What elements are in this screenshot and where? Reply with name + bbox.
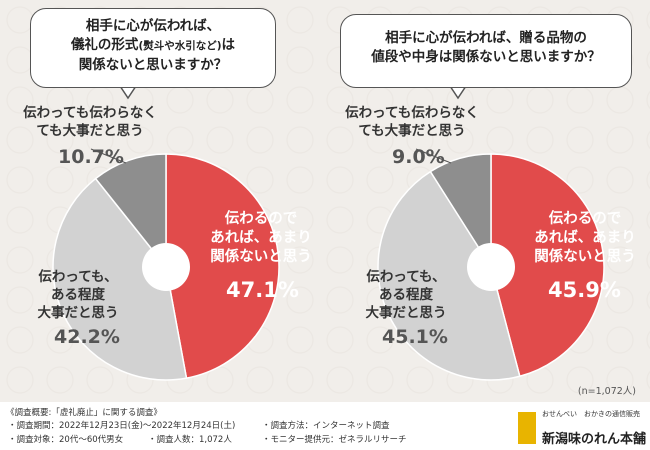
chart1-pct-dark: 10.7% bbox=[58, 146, 124, 168]
chart2-title-bubble: 相手に心が伝われば、贈る品物の 値段や中身は関係ないと思いますか？ bbox=[340, 14, 632, 88]
brand-tagline: おせんべい おかきの通信販売 bbox=[542, 410, 640, 418]
survey-count: ・調査人数：1,072人 bbox=[148, 435, 232, 445]
chart1-pct-light: 42.2% bbox=[54, 326, 120, 348]
chart2-slice-2 bbox=[377, 170, 521, 381]
brand-name: 新潟味のれん本舗 bbox=[542, 432, 647, 447]
chart1-title-line2c: は bbox=[221, 37, 236, 53]
chart1-red-line1: 伝わるので bbox=[224, 211, 298, 227]
chart2-pct-red: 45.9% bbox=[548, 278, 621, 302]
survey-footer: 《調査概要:「虚礼廃止」に関する調査》 ・調査期間：2022年12月23日(金)… bbox=[0, 402, 650, 450]
survey-target: ・調査対象：20代〜60代男女 bbox=[8, 435, 124, 445]
chart1-slice-2 bbox=[52, 177, 188, 381]
chart2-pct-dark: 9.0% bbox=[392, 146, 445, 168]
chart1-dark-line1: 伝わっても伝わらなく bbox=[23, 105, 157, 121]
chart1-title-bubble: 相手に心が伝われば、 儀礼の形式(熨斗や水引など)は 関係ないと思いますか？ bbox=[30, 8, 276, 88]
charts-svg bbox=[52, 83, 605, 381]
survey-provider: ・モニター提供元：ゼネラルリサーチ bbox=[262, 435, 407, 445]
chart1-leader-line bbox=[90, 148, 127, 164]
chart1-title-line2b: (熨斗や水引など) bbox=[138, 40, 222, 52]
chart1-pct-red: 47.1% bbox=[226, 278, 299, 302]
chart1-donut-hole bbox=[142, 243, 190, 291]
sample-size-note: (n=1,072人) bbox=[577, 386, 636, 397]
chart1-slice-1 bbox=[165, 153, 280, 380]
chart2-dark-line2: ても大事だと思う bbox=[358, 123, 466, 139]
chart1-title-line2a: 儀礼の形式 bbox=[70, 37, 139, 53]
chart1-light-line1: 伝わっても、 bbox=[38, 269, 118, 285]
survey-title: 《調査概要:「虚礼廃止」に関する調査》 bbox=[6, 408, 162, 418]
chart2-light-line2: ある程度 bbox=[379, 287, 433, 303]
chart2-label-light: 伝わっても、 ある程度 大事だと思う bbox=[356, 268, 456, 322]
chart2-light-line3: 大事だと思う bbox=[365, 305, 447, 321]
chart2-title-line2: 値段や中身は関係ないと思いますか？ bbox=[371, 49, 601, 65]
chart2-pct-light: 45.1% bbox=[382, 326, 448, 348]
survey-period: ・調査期間：2022年12月23日(金)〜2022年12月24日(土) bbox=[8, 421, 236, 431]
chart2-label-dark: 伝わっても伝わらなく ても大事だと思う bbox=[334, 104, 490, 140]
chart2-title-line1: 相手に心が伝われば、贈る品物の bbox=[385, 30, 587, 46]
chart2-red-line1: 伝わるので bbox=[548, 211, 622, 227]
chart2-red-line2: あれば、あまり bbox=[534, 230, 636, 246]
chart1-slice-3 bbox=[94, 153, 167, 270]
chart2-leader-line bbox=[415, 148, 452, 164]
chart2-light-line1: 伝わっても、 bbox=[366, 269, 446, 285]
logo-mark-icon bbox=[518, 412, 536, 444]
chart2-red-line3: 関係ないと思う bbox=[534, 249, 636, 265]
chart1-light-line3: 大事だと思う bbox=[37, 305, 119, 321]
chart1-label-light: 伝わっても、 ある程度 大事だと思う bbox=[28, 268, 128, 322]
chart2-label-red: 伝わるので あれば、あまり 関係ないと思う bbox=[520, 210, 650, 267]
chart1-title-line1: 相手に心が伝われば、 bbox=[85, 18, 221, 34]
chart2-dark-line1: 伝わっても伝わらなく bbox=[345, 105, 479, 121]
chart1-label-dark: 伝わっても伝わらなく ても大事だと思う bbox=[12, 104, 168, 140]
chart1-title-line3: 関係ないと思いますか？ bbox=[78, 57, 228, 73]
chart1-red-line3: 関係ないと思う bbox=[210, 249, 312, 265]
survey-method: ・調査方法：インターネット調査 bbox=[262, 421, 390, 431]
chart1-red-line2: あれば、あまり bbox=[210, 230, 312, 246]
chart1-light-line2: ある程度 bbox=[51, 287, 105, 303]
chart2-slice-3 bbox=[429, 153, 492, 270]
chart2-slice-1 bbox=[490, 153, 605, 378]
chart1-label-red: 伝わるので あれば、あまり 関係ないと思う bbox=[196, 210, 326, 267]
chart2-donut-hole bbox=[467, 243, 515, 291]
chart1-dark-line2: ても大事だと思う bbox=[36, 123, 144, 139]
